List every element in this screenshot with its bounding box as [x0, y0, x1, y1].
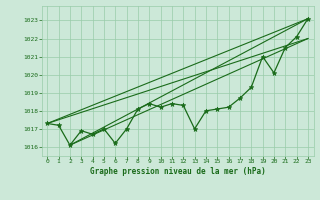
X-axis label: Graphe pression niveau de la mer (hPa): Graphe pression niveau de la mer (hPa) [90, 167, 266, 176]
